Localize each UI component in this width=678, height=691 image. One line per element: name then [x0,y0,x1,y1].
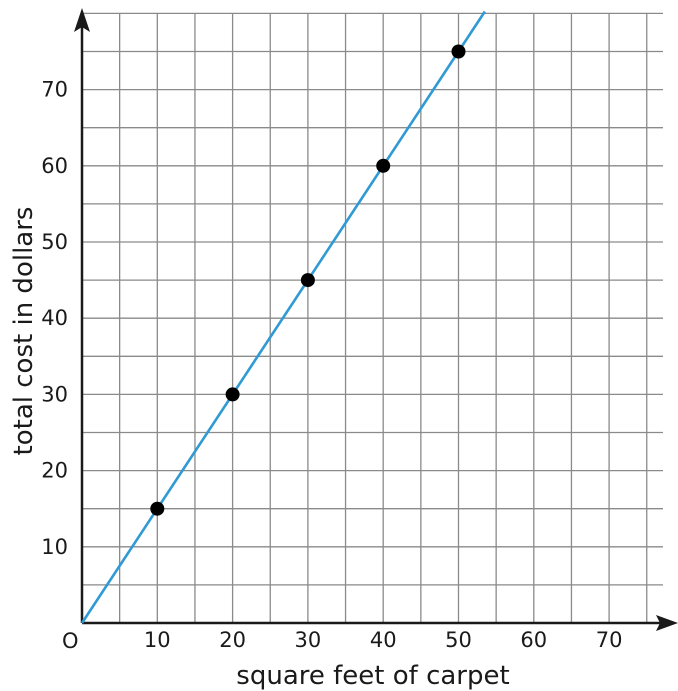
data-point [376,158,391,173]
x-tick-label: 50 [445,628,472,652]
x-tick-label: 70 [596,628,623,652]
x-tick-label: 10 [144,628,171,652]
x-axis-arrow [656,615,678,631]
y-tick-label: 70 [41,78,68,102]
y-tick-label: 40 [41,306,68,330]
y-tick-label: 30 [41,382,68,406]
grid [82,12,663,623]
origin-label: O [62,629,79,653]
y-axis-title: total cost in dollars [9,207,39,456]
y-tick-label: 10 [41,535,68,559]
axes [74,8,678,631]
series-line [80,10,486,624]
x-axis-title: square feet of carpet [236,661,509,691]
x-tick-label: 40 [370,628,397,652]
data-point [451,44,466,59]
x-tick-label: 30 [295,628,322,652]
data-point [225,387,240,402]
x-tick-label: 20 [219,628,246,652]
data-point [300,273,315,288]
y-tick-labels: 10 20 30 40 50 60 70 [41,78,68,559]
series-layer [80,10,486,624]
y-tick-label: 20 [41,459,68,483]
y-tick-label: 60 [41,154,68,178]
data-point [150,501,165,516]
y-tick-label: 50 [41,230,68,254]
x-tick-labels: 10 20 30 40 50 60 70 [144,628,623,652]
x-tick-label: 60 [520,628,547,652]
y-axis-arrow [74,8,90,32]
